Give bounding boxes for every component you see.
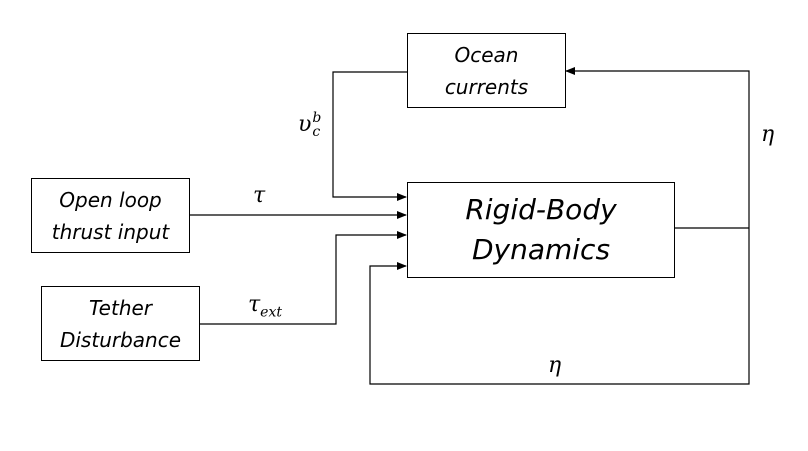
rigid-body-label-line2: Dynamics: [471, 233, 611, 266]
tether-disturbance-block: Tether Disturbance: [41, 286, 200, 361]
thrust-label: τ: [253, 183, 266, 208]
rigid-body-label-line1: Rigid-Body: [465, 193, 617, 226]
tether-force-subscript: ext: [260, 304, 282, 321]
tether-label-line2: Disturbance: [59, 327, 182, 352]
ocean-currents-block: Ocean currents: [407, 33, 566, 108]
rigid-body-dynamics-block: Rigid-Body Dynamics: [407, 182, 675, 278]
tether-force-label: τext: [248, 292, 282, 321]
open-loop-label-line1: Open loop: [59, 187, 162, 212]
eta-right-label: η: [761, 122, 775, 147]
ocean-currents-label-line1: Ocean: [454, 42, 519, 67]
ocean-currents-label-line2: currents: [444, 74, 529, 99]
current-velocity-superscript: b: [312, 110, 322, 126]
eta-bottom-label: η: [548, 353, 562, 378]
wire-tether-to-rigid-body: [200, 231, 407, 325]
open-loop-thrust-block: Open loop thrust input: [31, 178, 190, 253]
current-velocity-subscript: c: [312, 124, 321, 140]
wire-feedback-to-rigid-body: [369, 228, 750, 385]
open-loop-label-line2: thrust input: [51, 219, 170, 244]
wire-feedback-to-ocean: [565, 67, 750, 228]
tether-label-line1: Tether: [88, 295, 153, 320]
wire-ocean-to-rigid-body: [332, 71, 407, 201]
